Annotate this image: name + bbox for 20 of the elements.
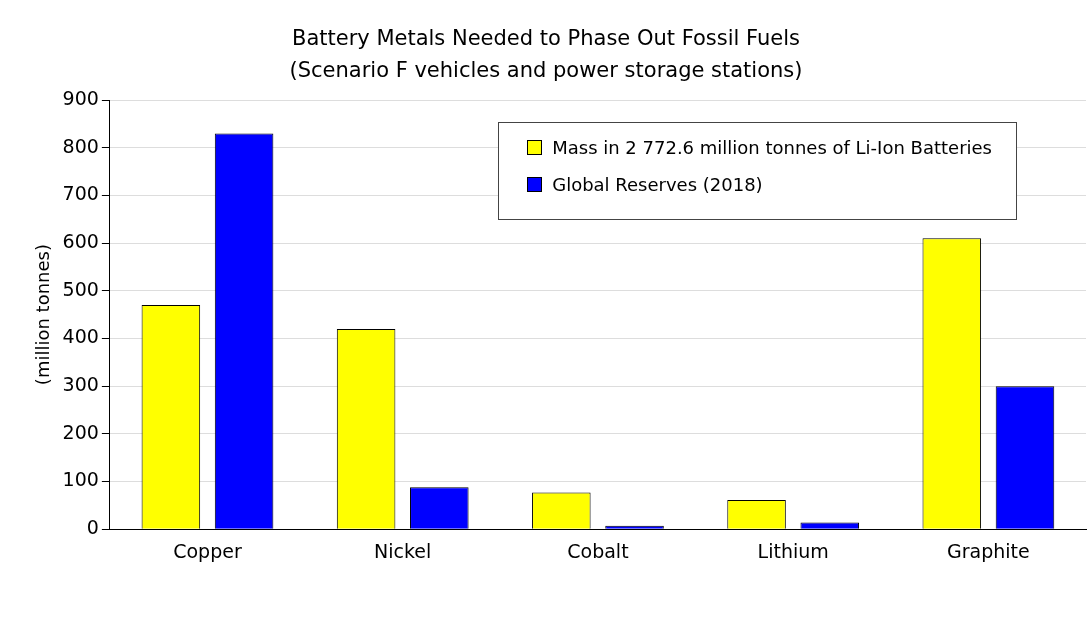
y-tick-label: 800 xyxy=(62,134,99,157)
y-tick-label: 300 xyxy=(62,373,99,396)
x-tick-label: Copper xyxy=(173,539,242,562)
y-tick-label: 200 xyxy=(62,420,99,443)
x-tick-label: Graphite xyxy=(947,539,1030,562)
legend-label: Global Reserves (2018) xyxy=(552,174,763,195)
x-tick-label: Nickel xyxy=(374,539,432,562)
y-tick-label: 600 xyxy=(62,230,99,252)
y-tick-label: 700 xyxy=(62,182,99,205)
chart-subtitle: (Scenario F vehicles and power storage stations) xyxy=(288,57,804,84)
x-tick-label: Lithium xyxy=(757,539,829,562)
y-tick-label: 400 xyxy=(62,325,99,348)
x-tick-label: Cobalt xyxy=(567,539,629,562)
y-axis-title: (million tonnes) xyxy=(32,244,54,386)
legend-label: Mass in 2 772.6 million tonnes of Li-Ion Batteries xyxy=(552,137,992,158)
y-tick-label: 900 xyxy=(62,86,99,109)
y-tick-label: 500 xyxy=(62,277,99,300)
y-tick-label: 0 xyxy=(86,516,99,539)
chart-title: Battery Metals Needed to Phase Out Fossil Fuels xyxy=(291,25,801,52)
y-tick-label: 100 xyxy=(62,468,99,491)
